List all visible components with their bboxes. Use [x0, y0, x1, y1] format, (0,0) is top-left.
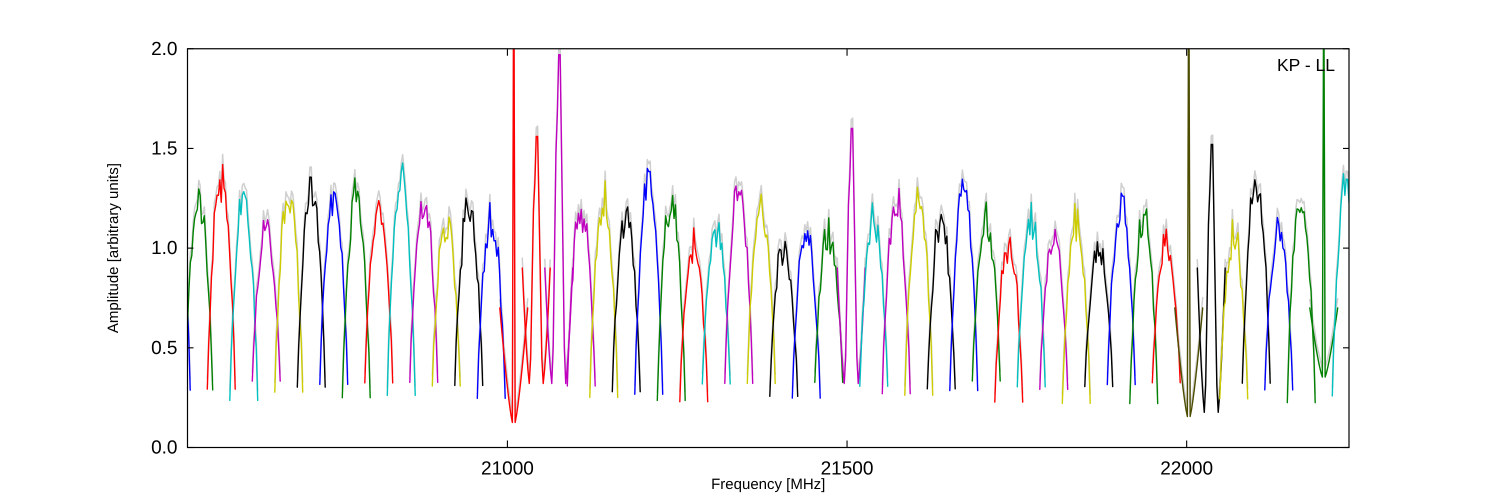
svg-text:Amplitude [arbitrary units]: Amplitude [arbitrary units]	[105, 163, 122, 333]
svg-text:21000: 21000	[481, 459, 534, 480]
svg-text:21500: 21500	[821, 459, 874, 480]
svg-text:Frequency [MHz]: Frequency [MHz]	[711, 476, 825, 493]
svg-text:0.5: 0.5	[151, 338, 177, 359]
svg-text:1.0: 1.0	[151, 238, 177, 259]
svg-text:2.0: 2.0	[151, 39, 177, 60]
svg-text:1.5: 1.5	[151, 138, 177, 159]
svg-text:KP - LL: KP - LL	[1277, 55, 1335, 75]
svg-text:0.0: 0.0	[151, 438, 177, 459]
svg-text:22000: 22000	[1160, 459, 1213, 480]
